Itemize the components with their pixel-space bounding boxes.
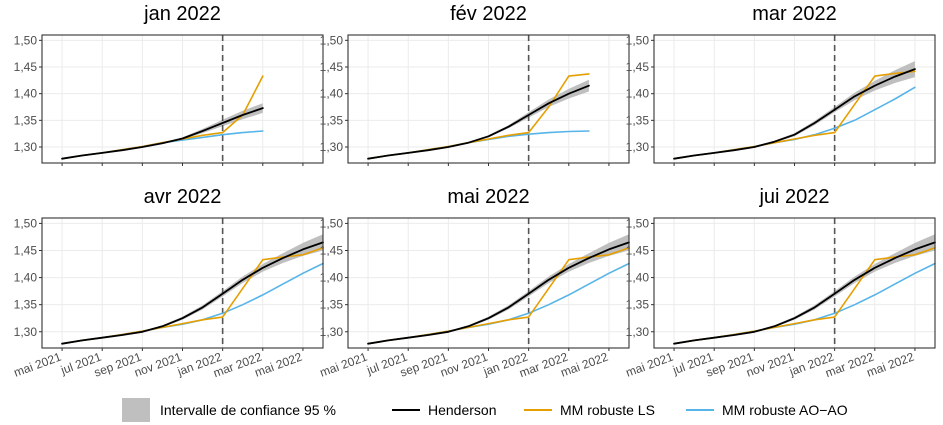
panel-title: jan 2022: [143, 3, 221, 25]
y-tick-label: 1,30: [626, 325, 650, 339]
y-tick-label: 1,50: [320, 216, 344, 230]
panel-title: mar 2022: [752, 3, 837, 25]
y-tick-label: 1,50: [14, 216, 38, 230]
series-mm-robuste-ls: [367, 73, 590, 160]
y-tick-label: 1,30: [626, 140, 650, 154]
series-henderson: [673, 241, 936, 345]
y-tick-label: 1,40: [14, 87, 38, 101]
y-tick-label: 1,30: [14, 140, 38, 154]
y-tick-label: 1,35: [626, 298, 650, 312]
y-tick-label: 1,45: [626, 60, 650, 74]
panel-3: mar 2022 1,50 1,45 1,40 1,35 1,30: [626, 3, 936, 166]
panel-title: mai 2022: [447, 186, 529, 208]
x-tick-label: mai 2021: [12, 350, 63, 380]
y-tick-label: 1,35: [14, 113, 38, 127]
y-tick-label: 1,35: [320, 113, 344, 127]
y-tick-label: 1,50: [14, 33, 38, 47]
y-tick-label: 1,50: [626, 33, 650, 47]
y-tick-label: 1,45: [14, 244, 38, 258]
series-henderson: [61, 241, 324, 345]
panel-title: jui 2022: [758, 186, 829, 208]
y-tick-label: 1,50: [626, 216, 650, 230]
y-tick-label: 1,30: [320, 140, 344, 154]
y-tick-label: 1,40: [626, 87, 650, 101]
y-tick-label: 1,30: [14, 325, 38, 339]
y-tick-label: 1,40: [14, 271, 38, 285]
x-tick-label: mai 2021: [318, 350, 369, 380]
y-tick-label: 1,45: [14, 60, 38, 74]
panel-1: jan 2022 1,50 1,45 1,40 1,35 1,30: [14, 3, 324, 166]
x-tick-label: mai 2021: [624, 350, 675, 380]
y-tick-label: 1,40: [320, 87, 344, 101]
series-henderson: [61, 107, 264, 160]
y-tick-label: 1,35: [14, 298, 38, 312]
y-tick-label: 1,45: [626, 244, 650, 258]
legend-label-aoao: MM robuste AO−AO: [722, 402, 848, 418]
y-tick-label: 1,40: [626, 271, 650, 285]
confidence-band: [62, 103, 263, 160]
panel-title: fév 2022: [450, 3, 527, 25]
y-tick-label: 1,35: [626, 113, 650, 127]
panel-2: fév 2022 1,50 1,45 1,40 1,35 1,30: [320, 3, 630, 166]
legend-label-ls: MM robuste LS: [560, 402, 655, 418]
series-henderson: [367, 84, 590, 160]
legend: Intervalle de confiance 95 % Henderson MM …: [122, 398, 848, 422]
legend-label-band: Intervalle de confiance 95 %: [160, 402, 336, 418]
y-tick-label: 1,40: [320, 271, 344, 285]
series-henderson: [673, 68, 916, 160]
y-tick-label: 1,50: [320, 33, 344, 47]
legend-key-band: [122, 398, 150, 422]
y-tick-label: 1,45: [320, 60, 344, 74]
series-henderson: [367, 241, 630, 345]
panel-title: avr 2022: [144, 186, 222, 208]
legend-label-henderson: Henderson: [428, 402, 497, 418]
y-tick-label: 1,30: [320, 325, 344, 339]
y-tick-label: 1,45: [320, 244, 344, 258]
y-tick-label: 1,35: [320, 298, 344, 312]
